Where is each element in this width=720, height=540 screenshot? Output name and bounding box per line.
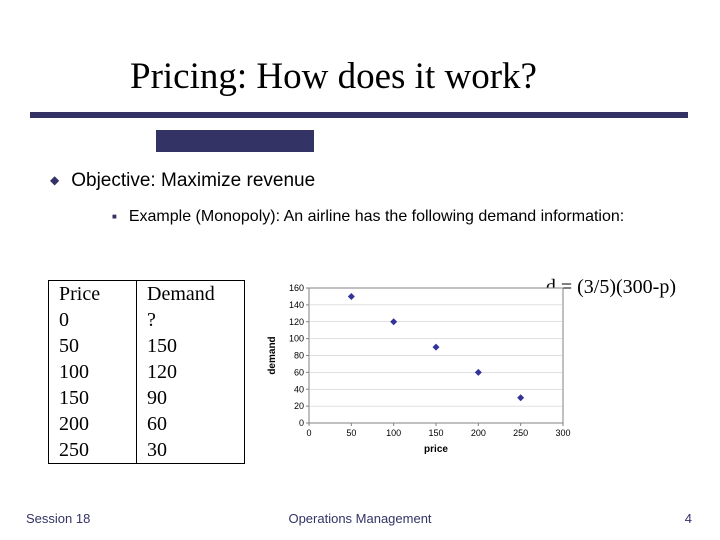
svg-text:120: 120 [289, 317, 304, 327]
svg-text:250: 250 [513, 428, 528, 438]
svg-text:40: 40 [294, 384, 304, 394]
table-cell: 60 [137, 411, 245, 437]
table-cell: 150 [49, 385, 137, 411]
svg-text:160: 160 [289, 283, 304, 293]
title-rule [30, 112, 690, 118]
table-cell: 100 [49, 359, 137, 385]
demand-scatter-chart: 0 20 40 60 80 100 120 140 160 0 50 100 150 200 250 300 p… [263, 280, 573, 455]
table-cell: 120 [137, 359, 245, 385]
table-cell: ? [137, 307, 245, 333]
svg-text:80: 80 [294, 351, 304, 361]
table-cell: 90 [137, 385, 245, 411]
svg-text:50: 50 [346, 428, 356, 438]
svg-text:demand: demand [267, 336, 278, 374]
svg-text:150: 150 [428, 428, 443, 438]
svg-text:0: 0 [299, 418, 304, 428]
table-cell: 250 [49, 437, 137, 464]
svg-text:price: price [424, 444, 448, 455]
price-demand-table: Price Demand 0? 50150 100120 15090 20060… [48, 280, 245, 464]
table-cell: 30 [137, 437, 245, 464]
svg-text:100: 100 [386, 428, 401, 438]
svg-text:140: 140 [289, 300, 304, 310]
svg-text:0: 0 [306, 428, 311, 438]
svg-text:200: 200 [471, 428, 486, 438]
table-header-price: Price [49, 281, 137, 308]
bullet-example: Example (Monopoly): An airline has the f… [112, 206, 690, 228]
svg-text:20: 20 [294, 401, 304, 411]
svg-text:300: 300 [555, 428, 570, 438]
table-cell: 150 [137, 333, 245, 359]
svg-text:60: 60 [294, 367, 304, 377]
table-header-demand: Demand [137, 281, 245, 308]
svg-text:100: 100 [289, 334, 304, 344]
table-cell: 200 [49, 411, 137, 437]
table-cell: 50 [49, 333, 137, 359]
page-title: Pricing: How does it work? [130, 55, 690, 98]
bullet-objective: Objective: Maximize revenue [50, 170, 690, 192]
footer-course: Operations Management [0, 511, 720, 526]
table-cell: 0 [49, 307, 137, 333]
footer-page-number: 4 [685, 511, 692, 526]
